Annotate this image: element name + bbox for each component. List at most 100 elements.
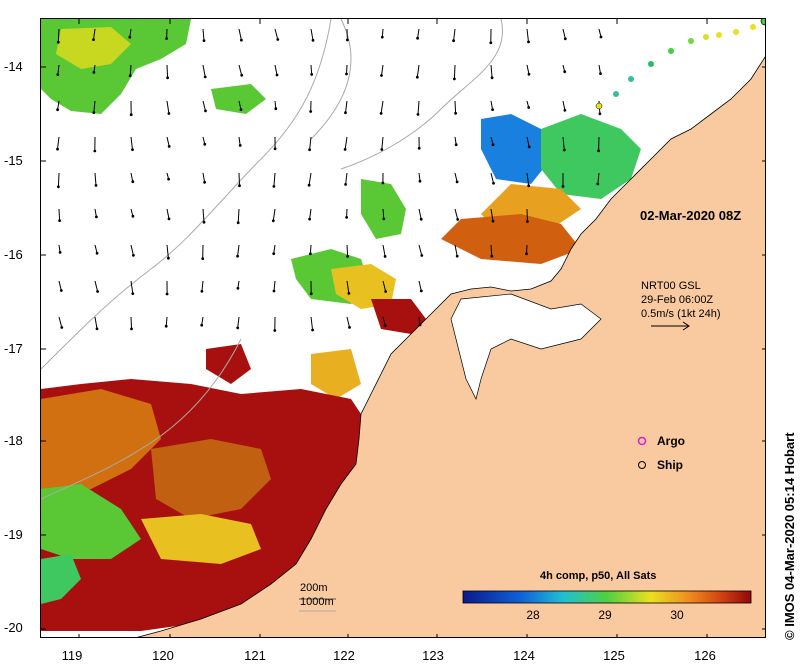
current-vector-head	[273, 329, 277, 332]
current-product-label: NRT00 GSL	[641, 280, 701, 292]
current-vector	[238, 136, 241, 146]
current-vector-head	[344, 111, 347, 115]
lon-tick-label: 123	[422, 648, 444, 663]
current-vector	[273, 172, 276, 187]
current-vector	[380, 100, 384, 114]
current-vector-head	[204, 109, 207, 113]
colorbar-tick: 30	[670, 608, 684, 622]
current-vector-head	[561, 185, 565, 188]
current-vector-head	[598, 112, 602, 116]
current-vector	[309, 244, 312, 254]
current-vector-head	[273, 147, 277, 151]
current-vector-head	[131, 148, 134, 152]
current-vector-head	[490, 254, 494, 258]
current-vector	[382, 280, 387, 292]
bathymetry-contours	[41, 19, 503, 500]
current-vector	[526, 64, 530, 75]
current-vector-head	[276, 38, 280, 41]
current-vector	[58, 316, 63, 328]
credit-text: IMOS 04-Mar-2020 05:14 Hobart	[782, 432, 797, 627]
current-vector-head	[92, 111, 96, 114]
current-vector	[238, 28, 242, 41]
current-vector	[453, 64, 456, 79]
lon-tick-label: 122	[333, 648, 355, 663]
current-vector-head	[489, 41, 493, 45]
current-vector	[346, 316, 350, 328]
current-vector-head	[382, 217, 386, 221]
current-vector	[166, 64, 169, 78]
lat-tick-label: -18	[4, 433, 23, 448]
current-vector-head	[343, 148, 347, 151]
current-vector-head	[95, 251, 99, 255]
current-vector	[58, 208, 61, 221]
lon-tick-label: 126	[694, 648, 716, 663]
current-vector-head	[203, 75, 207, 79]
current-vector	[598, 64, 601, 74]
current-vector-head	[563, 70, 567, 74]
current-vector-head	[563, 37, 567, 41]
current-vector-head	[420, 254, 424, 257]
current-vector-head	[57, 185, 60, 189]
current-vector-head	[380, 74, 383, 77]
current-vector-head	[200, 289, 204, 293]
lon-tick-label: 125	[603, 648, 625, 663]
current-vector	[166, 244, 169, 259]
current-vector-head	[563, 108, 567, 112]
current-vector	[346, 244, 349, 257]
current-vector-head	[166, 76, 169, 80]
current-vector	[274, 64, 278, 76]
current-vector	[166, 136, 170, 147]
lat-tick-label: -17	[4, 341, 23, 356]
current-vector-head	[236, 286, 240, 290]
current-vector-head	[381, 181, 385, 185]
current-vector	[310, 28, 314, 41]
current-vector-head	[490, 76, 494, 80]
current-vector-head	[236, 254, 240, 258]
current-vector-head	[453, 77, 456, 81]
current-vector-head	[167, 256, 170, 260]
current-vector-head	[527, 184, 531, 188]
current-vector-head	[454, 111, 458, 115]
current-vector-head	[165, 292, 169, 296]
current-vector	[237, 208, 240, 223]
current-vector-head	[526, 220, 529, 223]
current-vector-head	[309, 292, 313, 296]
current-vector-head	[274, 107, 278, 111]
map-frame[interactable]	[40, 18, 766, 638]
current-vector	[237, 244, 240, 257]
current-vector-head	[599, 35, 603, 39]
current-vector-head	[131, 292, 135, 296]
current-vector	[93, 100, 96, 113]
current-vector	[562, 100, 566, 111]
current-vector-head	[455, 254, 459, 258]
current-vector	[166, 208, 170, 219]
current-vector	[344, 136, 348, 150]
current-vector-head	[58, 219, 62, 223]
current-vector-head	[129, 113, 133, 117]
current-vector-head	[527, 72, 531, 76]
current-scale-label: 0.5m/s (1kt 24h)	[641, 308, 721, 320]
current-vector	[94, 316, 98, 329]
current-vector-head	[416, 36, 420, 40]
current-vector	[418, 244, 423, 256]
current-vector-head	[310, 73, 314, 76]
current-vector-head	[165, 37, 168, 40]
current-vector	[490, 172, 494, 184]
current-vector	[418, 280, 422, 292]
current-vector-head	[383, 255, 387, 258]
current-vector-head	[236, 221, 240, 225]
current-vector	[57, 136, 60, 150]
sst-map	[41, 19, 765, 637]
lat-tick-label: -16	[4, 247, 23, 262]
current-vector-head	[454, 143, 458, 147]
lon-tick-label: 120	[152, 648, 174, 663]
lon-tick-label: 124	[513, 648, 535, 663]
current-vector	[418, 208, 422, 220]
current-vector-head	[128, 74, 132, 78]
current-vector-head	[203, 180, 207, 184]
current-vector	[237, 316, 240, 328]
current-vector-head	[348, 326, 351, 329]
credit-label: © IMOS 04-Mar-2020 05:14 Hobart	[782, 432, 797, 640]
current-vector	[382, 208, 385, 219]
current-vector-head	[492, 181, 495, 185]
